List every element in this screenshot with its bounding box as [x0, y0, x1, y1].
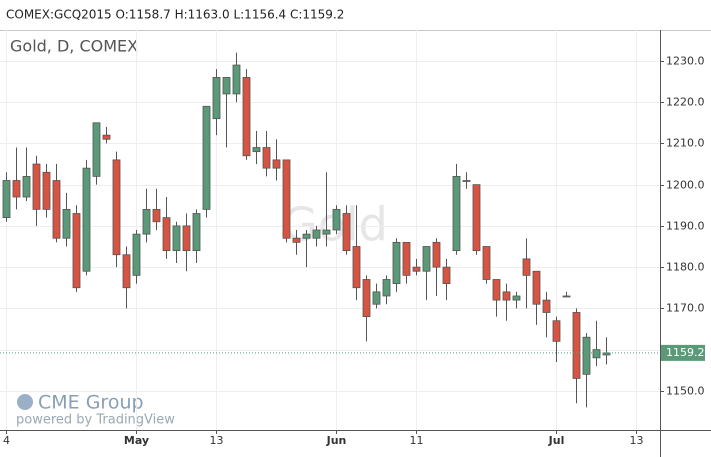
candle-body: [492, 279, 501, 301]
candle-body: [152, 208, 161, 223]
candle-body: [332, 208, 341, 231]
candle-body: [252, 147, 261, 153]
candle-body: [442, 266, 451, 285]
candle-body: [162, 217, 171, 252]
candle-body: [362, 279, 371, 317]
candle-body: [52, 180, 61, 239]
candle-body: [302, 233, 311, 239]
candle-body: [112, 159, 121, 256]
x-tick-label: Jul: [548, 434, 565, 447]
x-tick-label: May: [124, 434, 149, 447]
candle-body: [482, 246, 491, 280]
last-price-label: 1159.2: [666, 346, 705, 359]
candle-body: [132, 233, 141, 276]
y-tick-label: 1210.0: [666, 137, 705, 150]
candle-body: [222, 77, 231, 95]
candle-body: [262, 147, 271, 169]
y-tick-label: 1190.0: [666, 220, 705, 233]
logo-sub: powered by TradingView: [16, 413, 175, 428]
candle-body: [572, 312, 581, 379]
candle-body: [532, 270, 541, 305]
y-tick-label: 1220.0: [666, 96, 705, 109]
candle-body: [22, 175, 31, 198]
candle-body: [72, 213, 81, 289]
candle-body: [412, 266, 421, 272]
candle-body: [322, 229, 331, 235]
candle-body: [382, 279, 391, 297]
candle-body: [292, 237, 301, 243]
x-tick-label: 13: [630, 434, 644, 447]
x-tick-label: 11: [410, 434, 424, 447]
candle-body: [342, 213, 351, 252]
last-price-box: [661, 344, 705, 361]
plot: [0, 30, 660, 430]
candle-body: [42, 171, 51, 210]
candle-body: [82, 167, 91, 272]
candle-body: [462, 180, 471, 182]
y-tick-label: 1200.0: [666, 179, 705, 192]
candle-body: [12, 180, 21, 198]
logo: CME Group: [38, 392, 144, 414]
y-tick-label: 1230.0: [666, 55, 705, 68]
candle-body: [192, 213, 201, 252]
candle-body: [32, 163, 41, 210]
candle-body: [542, 299, 551, 313]
candle-body: [202, 105, 211, 210]
candle-body: [232, 64, 241, 95]
candle-body: [552, 320, 561, 342]
candle-body: [472, 184, 481, 252]
candle-body: [182, 225, 191, 252]
y-tick-label: 1170.0: [666, 302, 705, 315]
candle-body: [62, 208, 71, 239]
x-tick-label: 4: [3, 434, 10, 447]
logo-icon: [17, 394, 33, 410]
candle-body: [432, 241, 441, 268]
candle-body: [392, 241, 401, 285]
x-tick-label: 13: [210, 434, 224, 447]
candle-body: [562, 295, 571, 298]
chart-title: Gold, D, COMEX: [10, 37, 138, 56]
candle-body: [502, 291, 511, 301]
candle-body: [172, 225, 181, 252]
candle-body: [242, 77, 251, 157]
candle-body: [372, 291, 381, 305]
candle-body: [92, 122, 101, 177]
candle-body: [592, 349, 601, 359]
candle-body: [282, 159, 291, 239]
x-tick-label: Jun: [326, 434, 347, 447]
candle-body: [522, 258, 531, 276]
candle-body: [2, 180, 11, 219]
candle-body: [142, 208, 151, 235]
candle-body: [452, 175, 461, 252]
candle-body: [102, 134, 111, 140]
candle-body: [312, 229, 321, 239]
y-tick-label: 1180.0: [666, 261, 705, 274]
candle-body: [122, 254, 131, 289]
header: COMEX:GCQ2015 O:1158.7 H:1163.0 L:1156.4…: [6, 8, 344, 22]
candle-body: [512, 295, 521, 301]
y-tick-label: 1150.0: [666, 385, 705, 398]
candle-body: [402, 241, 411, 276]
candle-body: [212, 77, 221, 120]
candle-body: [422, 246, 431, 272]
candle-body: [352, 246, 361, 289]
candle-body: [582, 336, 591, 375]
candle-body: [272, 159, 281, 169]
